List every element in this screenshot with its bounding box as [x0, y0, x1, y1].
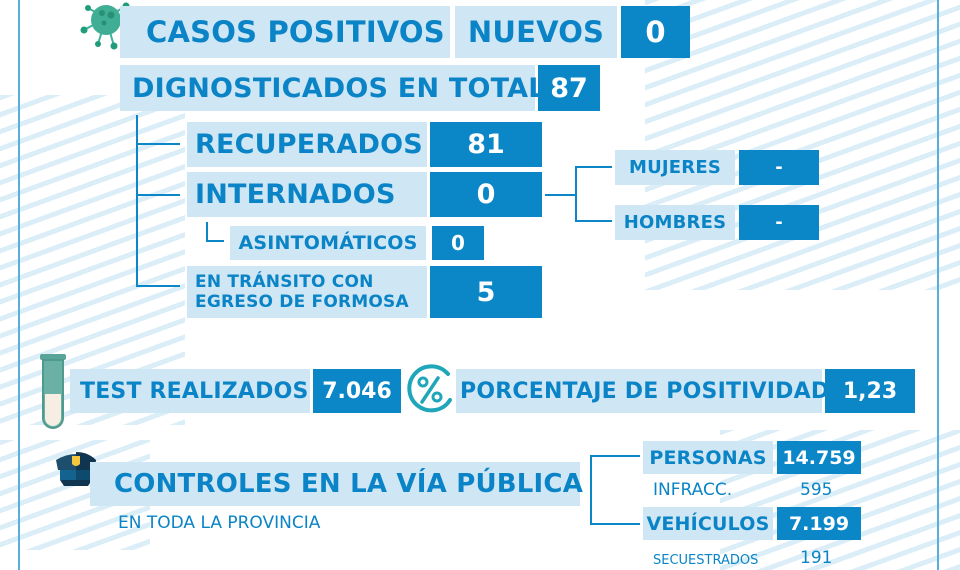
nuevos-value: 0	[621, 6, 690, 58]
right-border-line	[937, 0, 939, 570]
vehiculos-label: VEHÍCULOS	[643, 507, 773, 540]
controles-title: CONTROLES EN LA VÍA PÚBLICA	[90, 462, 583, 506]
hombres-value: -	[739, 205, 819, 240]
tree-line	[136, 115, 138, 287]
personas-value: 14.759	[777, 441, 861, 474]
nuevos-label: NUEVOS	[455, 6, 617, 58]
tree-line	[590, 523, 640, 525]
tree-line	[590, 455, 640, 457]
vehiculos-value: 7.199	[777, 507, 861, 540]
diagnosticados-total-value: 87	[538, 65, 600, 111]
secuestrados-value: 191	[800, 548, 833, 568]
internados-value: 0	[430, 172, 542, 217]
recuperados-value: 81	[430, 122, 542, 167]
secuestrados-label: SECUESTRADOS	[653, 553, 759, 568]
percent-icon	[407, 364, 452, 413]
personas-label: PERSONAS	[643, 441, 773, 474]
recuperados-label: RECUPERADOS	[187, 122, 427, 167]
infracc-label: INFRACC.	[653, 480, 733, 500]
transito-label-line1: EN TRÁNSITO CON	[195, 272, 374, 292]
asintomaticos-value: 0	[432, 226, 484, 260]
tree-line	[136, 143, 180, 145]
left-border-line	[18, 0, 20, 570]
diagnosticados-total-label: DIGNOSTICADOS EN TOTAL	[120, 65, 545, 111]
positividad-value: 1,23	[825, 369, 915, 413]
background-stripes	[645, 0, 960, 290]
tree-line	[575, 166, 577, 222]
transito-label-line2: EGRESO DE FORMOSA	[195, 292, 409, 312]
mujeres-value: -	[739, 150, 819, 185]
test-realizados-label: TEST REALIZADOS	[70, 369, 310, 413]
hombres-label: HOMBRES	[615, 205, 735, 240]
internados-label: INTERNADOS	[187, 172, 427, 217]
controles-subtitle: EN TODA LA PROVINCIA	[118, 513, 321, 533]
test-realizados-value: 7.046	[313, 369, 401, 413]
transito-label: EN TRÁNSITO CON EGRESO DE FORMOSA	[187, 266, 427, 318]
tree-line	[136, 194, 180, 196]
infracc-value: 595	[800, 480, 833, 500]
casos-positivos-title: CASOS POSITIVOS	[120, 6, 450, 58]
transito-value: 5	[430, 266, 542, 318]
tree-line	[590, 455, 592, 525]
tree-line	[206, 222, 208, 242]
tree-line	[575, 220, 612, 222]
asintomaticos-label: ASINTOMÁTICOS	[230, 226, 426, 260]
tree-line	[206, 240, 224, 242]
tree-line	[136, 285, 180, 287]
tree-line	[545, 194, 575, 196]
tree-line	[575, 166, 612, 168]
test-tube-icon	[40, 354, 66, 429]
mujeres-label: MUJERES	[615, 150, 735, 185]
positividad-label: PORCENTAJE DE POSITIVIDAD	[456, 369, 829, 413]
virus-icon	[80, 2, 131, 50]
